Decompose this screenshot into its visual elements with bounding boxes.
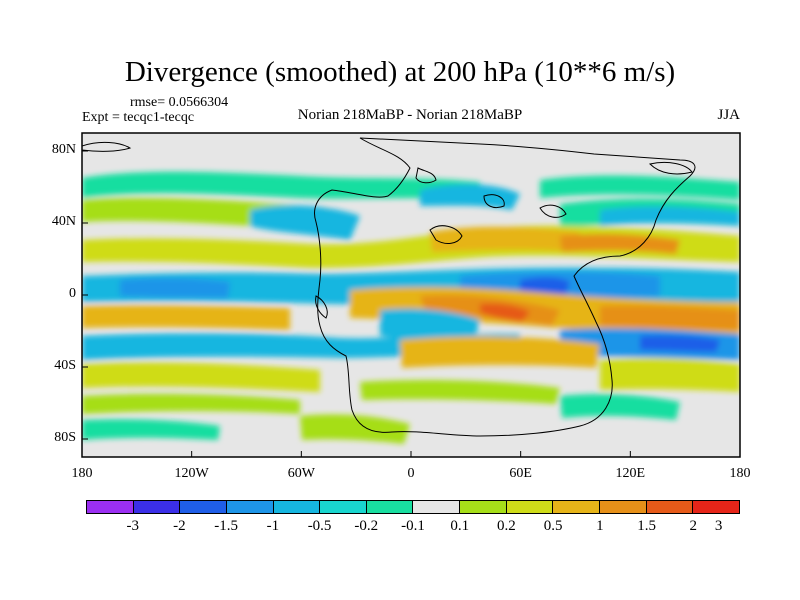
colorbar-box [460, 501, 507, 513]
y-tick-label: 40S [54, 358, 76, 373]
colorbar-box [133, 501, 181, 513]
y-tick-label: 0 [69, 286, 76, 301]
colorbar-box [506, 501, 554, 513]
axis-ticks [81, 150, 741, 457]
colorbar-label: -1.5 [214, 518, 239, 534]
coastline-outline [82, 137, 696, 437]
x-tick-label: 180 [71, 466, 93, 481]
colorbar-box [87, 501, 134, 513]
experiment-name-label: Norian 218MaBP - Norian 218MaBP [297, 107, 523, 123]
colorbar-box [320, 501, 367, 513]
rmse-label: rmse= 0.0566304 [130, 95, 229, 110]
y-tick-label: 40N [51, 214, 76, 229]
season-label: JJA [717, 107, 740, 123]
colorbar-label: 0.5 [543, 518, 563, 534]
colorbar-box [553, 501, 601, 513]
colorbar-box [366, 501, 414, 513]
x-tick-label: 60W [287, 466, 315, 481]
colorbar-box [413, 501, 461, 513]
colorbar-label: 0.2 [497, 518, 516, 534]
y-tick-label: 80S [54, 430, 76, 445]
colorbar-label: -1 [266, 518, 280, 534]
colorbar-box [180, 501, 227, 513]
colorbar-box [226, 501, 274, 513]
colorbar-label: -2 [173, 518, 186, 534]
x-tick-label: 120W [174, 466, 209, 481]
colorbar-label: -0.2 [354, 518, 379, 534]
colorbar [86, 500, 740, 514]
experiment-id-label: Expt = tecqc1-tecqc [82, 110, 195, 125]
colorbar-label: 3 [714, 518, 723, 534]
x-tick-label: 60E [509, 466, 532, 481]
colorbar-box [600, 501, 647, 513]
plot-title: Divergence (smoothed) at 200 hPa (10**6 … [124, 56, 676, 88]
colorbar-label: -0.5 [307, 518, 332, 534]
divergence-field-shapes [82, 171, 740, 444]
x-tick-label: 0 [407, 466, 415, 481]
colorbar-box [693, 501, 739, 513]
colorbar-label: -0.1 [401, 518, 425, 534]
colorbar-label: -3 [126, 518, 139, 534]
colorbar-label: 0.1 [450, 518, 470, 534]
colorbar-label: 1 [596, 518, 604, 534]
x-tick-label: 120E [615, 466, 646, 481]
colorbar-label: 1.5 [637, 518, 656, 534]
colorbar-label: 2 [689, 518, 698, 534]
colorbar-box [646, 501, 694, 513]
x-tick-label: 180 [729, 466, 751, 481]
y-tick-label: 80N [51, 142, 76, 157]
colorbar-box [273, 501, 321, 513]
map-field [82, 133, 740, 457]
